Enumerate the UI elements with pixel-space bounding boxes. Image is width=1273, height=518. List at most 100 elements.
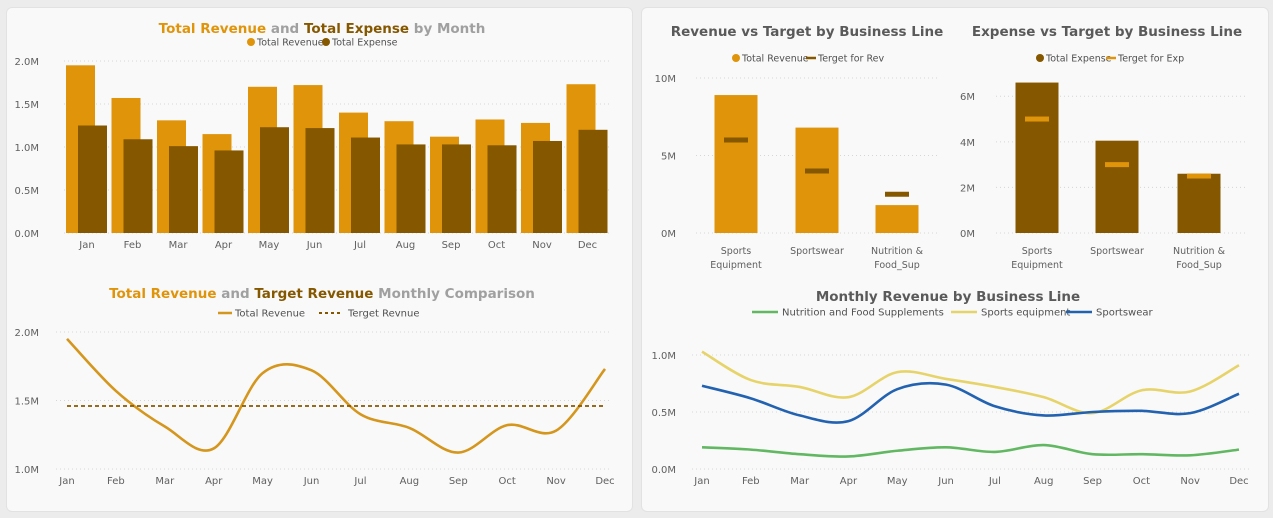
x-tick-label: Nov [1180, 476, 1200, 487]
x-tick-label: Nutrition & [1173, 246, 1226, 257]
legend-marker [247, 38, 255, 46]
legend-marker [732, 54, 740, 62]
series-line-sports-equipment [701, 350, 1240, 415]
x-tick-label: Feb [124, 240, 142, 251]
x-tick-label: Jan [58, 476, 74, 487]
y-tick-label: 1.5M [14, 100, 39, 111]
chart-title-part: Total Revenue [159, 21, 266, 37]
x-tick-label: May [252, 476, 273, 487]
bar-expense-mar [169, 146, 198, 233]
x-tick-label: Equipment [1011, 260, 1063, 271]
legend-label: Sports equipment [981, 308, 1070, 319]
legend-label: Total Expense [1045, 54, 1112, 65]
bar-rev-line-0 [714, 95, 758, 233]
x-tick-label: Jun [306, 240, 323, 251]
series-line-nutrition [701, 443, 1240, 458]
x-tick-label: Aug [1034, 476, 1054, 487]
x-tick-label: Feb [107, 476, 125, 487]
x-tick-label: Food_Sup [1176, 260, 1222, 271]
series-line-sportswear [701, 381, 1240, 424]
bar-expense-may [260, 127, 289, 233]
x-tick-label: Jan [693, 476, 709, 487]
right-panel [641, 7, 1269, 512]
legend-label: Terget Revnue [347, 309, 420, 320]
chart-title-part: Target Revenue [254, 286, 373, 302]
y-tick-label: 6M [960, 92, 975, 103]
chart-title-part: and [266, 21, 304, 37]
chart-title: Total Revenue and Total Expense by Month [159, 21, 486, 37]
y-tick-label: 1.0M [14, 143, 39, 154]
x-tick-label: Dec [578, 240, 597, 251]
x-tick-label: Apr [215, 240, 233, 251]
y-tick-label: 10M [655, 74, 676, 85]
y-tick-label: 2.0M [14, 328, 39, 339]
bar-rev-line-2 [875, 205, 919, 233]
bar-exp-line-0 [1015, 82, 1059, 233]
legend-marker [322, 38, 330, 46]
chart-title: Revenue vs Target by Business Line [671, 24, 944, 40]
x-tick-label: Sep [449, 476, 468, 487]
x-tick-label: May [887, 476, 908, 487]
y-tick-label: 2M [960, 183, 975, 194]
legend-label: Terget for Rev [817, 54, 884, 65]
y-tick-label: 0.0M [14, 229, 39, 240]
bar-expense-jan [78, 125, 107, 233]
x-tick-label: Aug [400, 476, 420, 487]
y-tick-label: 0.5M [651, 408, 676, 419]
y-tick-label: 1.0M [651, 351, 676, 362]
x-tick-label: May [259, 240, 280, 251]
x-tick-label: Jan [78, 240, 94, 251]
x-tick-label: Feb [742, 476, 760, 487]
x-tick-label: Oct [499, 476, 516, 487]
x-tick-label: Sep [1083, 476, 1102, 487]
x-tick-label: Sports [721, 246, 752, 257]
bar-expense-oct [487, 145, 517, 233]
target-marker-exp-line-2 [1187, 173, 1211, 179]
bar-expense-sep [442, 144, 471, 233]
y-tick-label: 1.5M [14, 397, 39, 408]
x-tick-label: Mar [155, 476, 175, 487]
legend-label: Sportswear [1096, 308, 1154, 319]
chart-title: Expense vs Target by Business Line [972, 24, 1242, 40]
chart-title-part: by Month [409, 21, 485, 37]
x-tick-label: Nov [546, 476, 566, 487]
y-tick-label: 0.0M [651, 465, 676, 476]
legend-label: Nutrition and Food Supplements [782, 308, 944, 319]
target-marker-exp-line-1 [1105, 162, 1129, 168]
y-tick-label: 4M [960, 138, 975, 149]
x-tick-label: Sportswear [790, 246, 844, 257]
bar-expense-nov [533, 140, 562, 233]
x-tick-label: Sep [442, 240, 461, 251]
legend-label: Total Revenue [741, 54, 809, 65]
x-tick-label: Dec [1229, 476, 1248, 487]
x-tick-label: Equipment [710, 260, 762, 271]
series-line-total-revenue [66, 337, 607, 454]
chart-title-part: Total Expense [304, 21, 409, 37]
bar-exp-line-1 [1095, 140, 1139, 233]
x-tick-label: Jul [988, 476, 1001, 487]
x-tick-label: Sportswear [1090, 246, 1144, 257]
x-tick-label: Jun [303, 476, 320, 487]
x-tick-label: Sports [1022, 246, 1053, 257]
legend-marker [1036, 54, 1044, 62]
x-tick-label: Mar [790, 476, 810, 487]
bar-expense-feb [123, 139, 153, 233]
bar-expense-apr [214, 150, 244, 233]
x-tick-label: Nov [532, 240, 552, 251]
x-tick-label: Jul [353, 240, 366, 251]
bar-expense-jul [351, 137, 380, 233]
y-tick-label: 5M [661, 152, 676, 163]
bar-expense-aug [396, 144, 426, 233]
x-tick-label: Mar [169, 240, 189, 251]
x-tick-label: Nutrition & [871, 246, 924, 257]
chart-title: Monthly Revenue by Business Line [816, 289, 1080, 305]
legend-label: Terget for Exp [1117, 54, 1184, 65]
legend-label: Total Revenue [234, 309, 305, 320]
chart-title-part: Monthly Comparison [373, 286, 534, 302]
y-tick-label: 2.0M [14, 57, 39, 68]
target-marker-rev-line-1 [805, 168, 829, 174]
x-tick-label: Food_Sup [874, 260, 920, 271]
chart-title: Total Revenue and Target Revenue Monthly… [109, 286, 535, 302]
x-tick-label: Apr [205, 476, 223, 487]
